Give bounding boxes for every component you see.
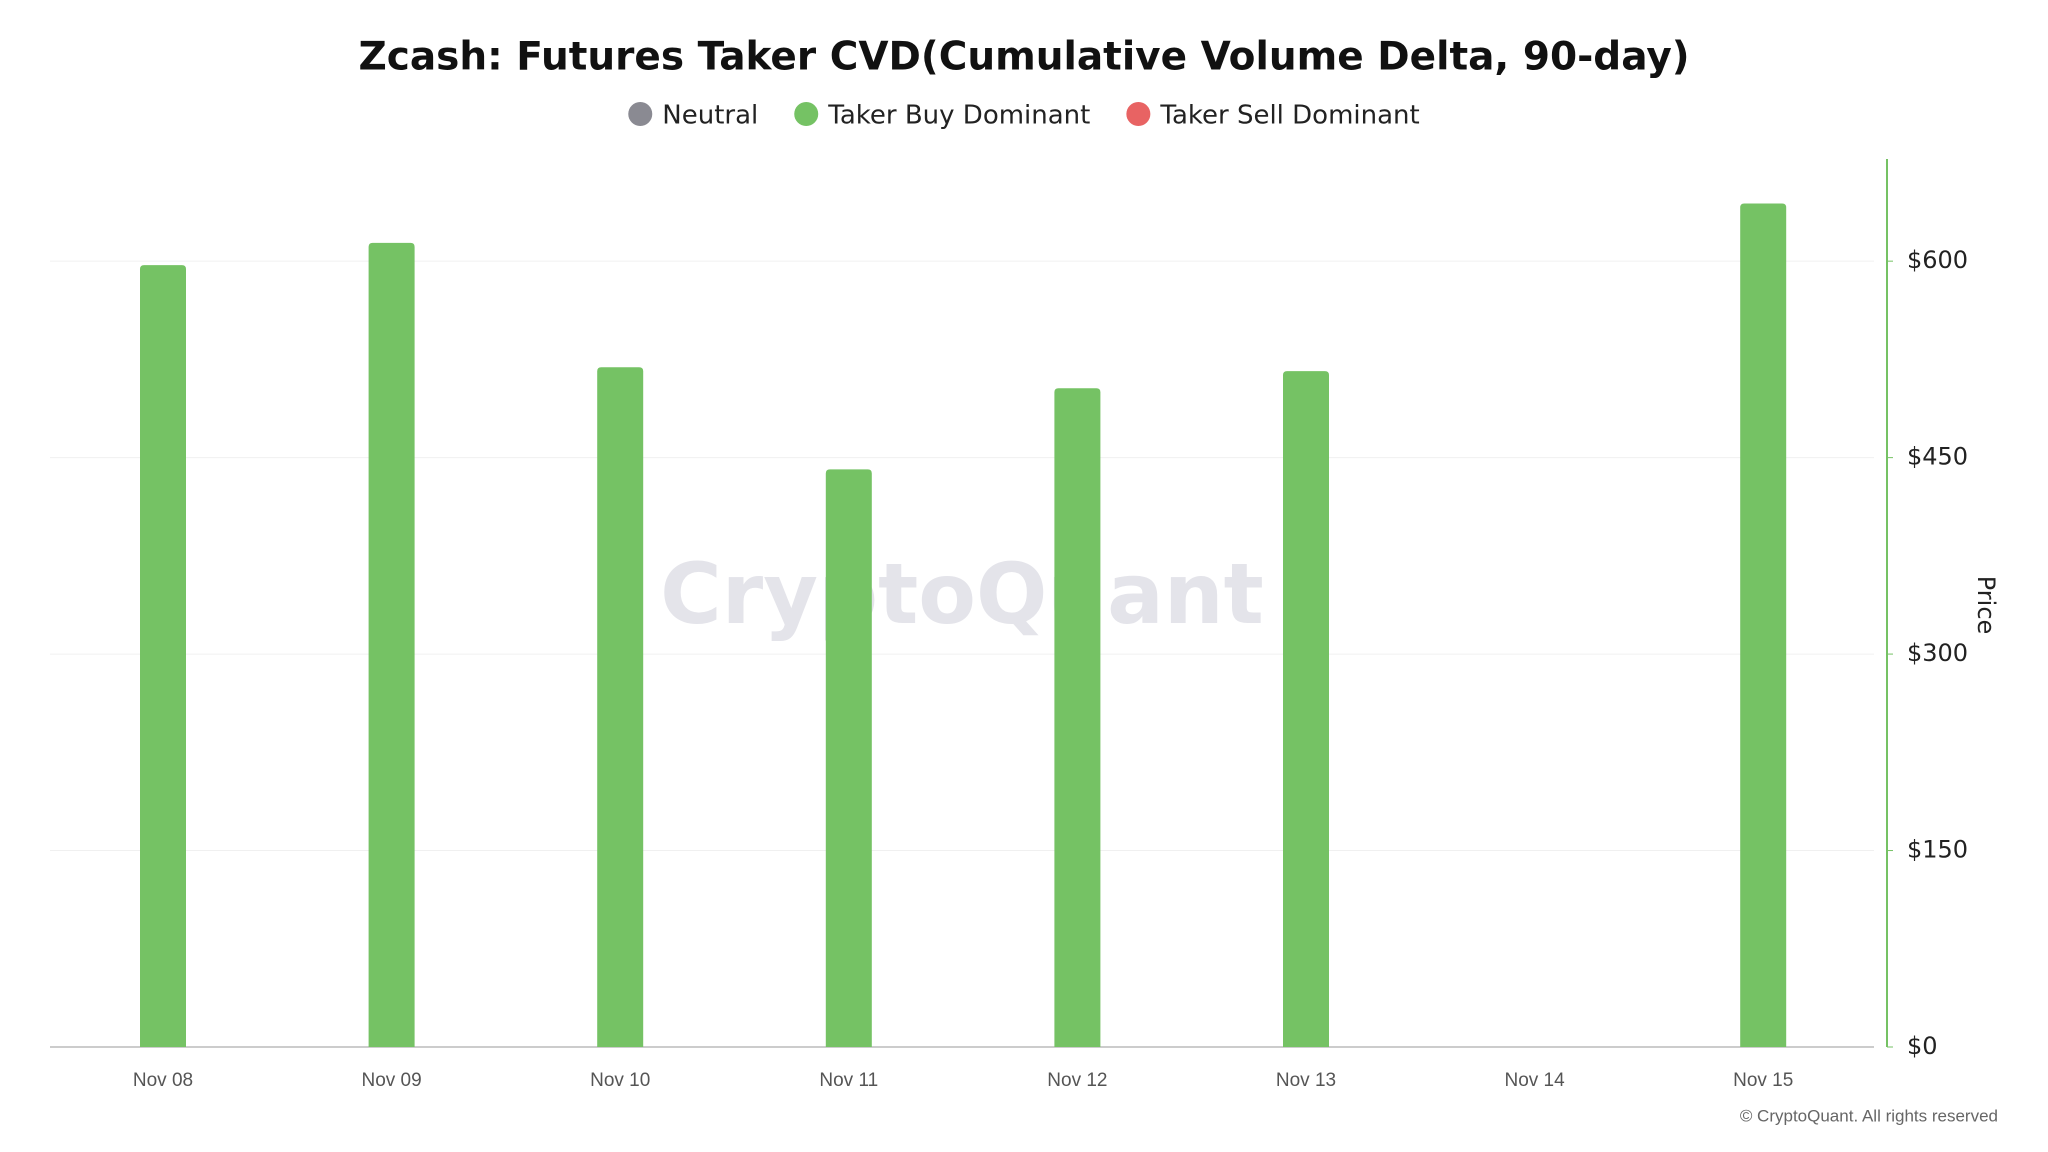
x-tick-label: Nov 11: [819, 1070, 878, 1091]
y-axis-label: Price: [1972, 576, 2000, 635]
legend-marker: [794, 102, 819, 126]
x-tick-label: Nov 09: [361, 1070, 421, 1091]
bar: [1283, 371, 1329, 1047]
bar: [597, 367, 644, 1047]
x-tick-label: Nov 13: [1276, 1070, 1336, 1091]
legend-label: Taker Sell Dominant: [1159, 101, 1419, 131]
bar: [825, 469, 872, 1047]
legend-label: Neutral: [662, 101, 758, 131]
y-tick-label: $300: [1907, 639, 1968, 667]
x-tick-label: Nov 08: [133, 1070, 193, 1091]
bar: [368, 242, 415, 1048]
y-tick-label: $150: [1907, 836, 1968, 864]
legend-marker: [1126, 102, 1151, 126]
x-tick-label: Nov 14: [1504, 1070, 1565, 1091]
bar: [1054, 388, 1101, 1047]
bar: [1740, 203, 1787, 1047]
watermark: CryptoQuant: [660, 545, 1264, 643]
chart-title: Zcash: Futures Taker CVD(Cumulative Volu…: [358, 35, 1689, 80]
legend-marker: [628, 102, 653, 126]
x-tick-label: Nov 15: [1733, 1070, 1793, 1091]
x-tick-label: Nov 12: [1047, 1070, 1107, 1091]
y-tick-label: $0: [1907, 1032, 1938, 1060]
y-tick-label: $600: [1907, 246, 1968, 274]
bar: [140, 265, 186, 1047]
y-tick-label: $450: [1907, 443, 1968, 471]
footer: © CryptoQuant. All rights reserved: [1740, 1106, 1998, 1125]
legend-label: Taker Buy Dominant: [827, 101, 1090, 131]
x-tick-label: Nov 10: [590, 1070, 650, 1091]
